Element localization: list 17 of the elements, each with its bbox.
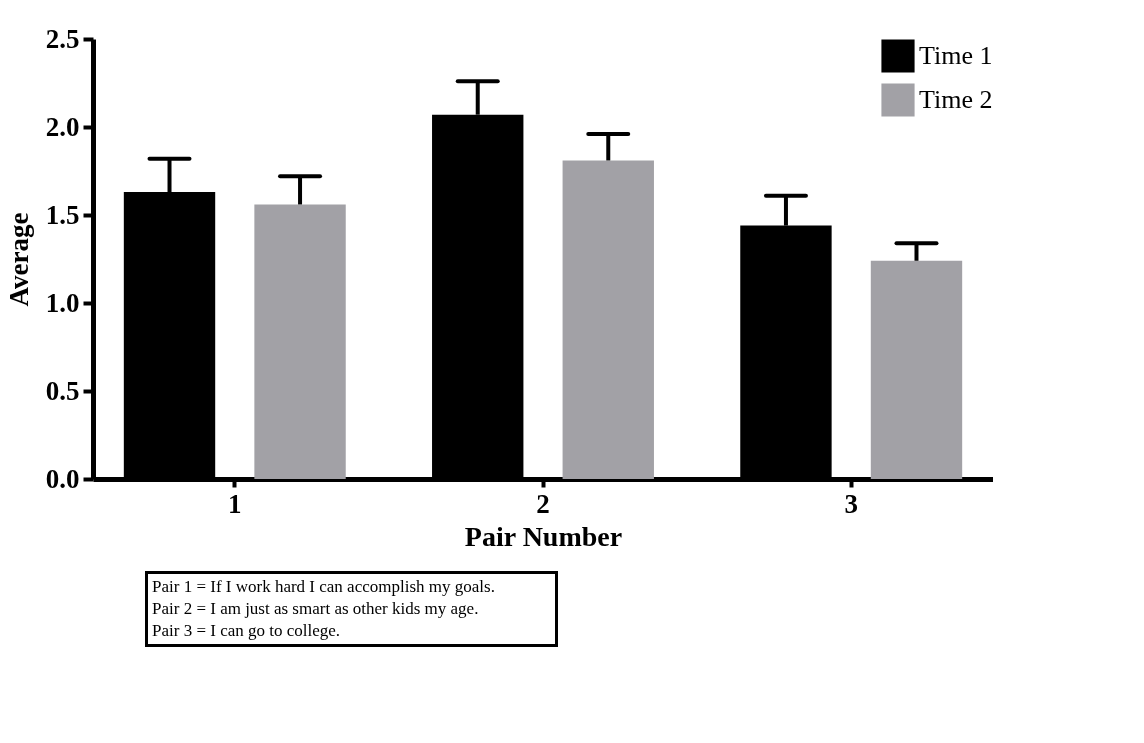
y-tick-label: 2.5 xyxy=(45,23,80,54)
y-tick-label: 0.0 xyxy=(45,463,80,494)
y-axis-title: Average xyxy=(3,212,34,307)
legend-label: Time 1 xyxy=(919,41,993,70)
x-axis-title: Pair Number xyxy=(464,520,623,552)
y-tick-label: 1.5 xyxy=(45,199,80,230)
bar xyxy=(254,204,346,479)
bar xyxy=(562,160,654,479)
x-tick-label: 2 xyxy=(536,488,550,519)
x-tick-label: 1 xyxy=(228,488,242,519)
y-tick-label: 0.5 xyxy=(45,375,80,406)
legend-label: Time 2 xyxy=(919,85,993,114)
note-box: Pair 1 = If I work hard I can accomplish my goals. Pair 2 = I am just as smart as other kids my age. Pair 3 = I can go to college. xyxy=(145,571,558,647)
y-tick-label: 2.0 xyxy=(45,111,80,142)
x-tick-label: 3 xyxy=(844,488,858,519)
y-tick-label: 1.0 xyxy=(45,287,80,318)
bar xyxy=(870,260,963,479)
